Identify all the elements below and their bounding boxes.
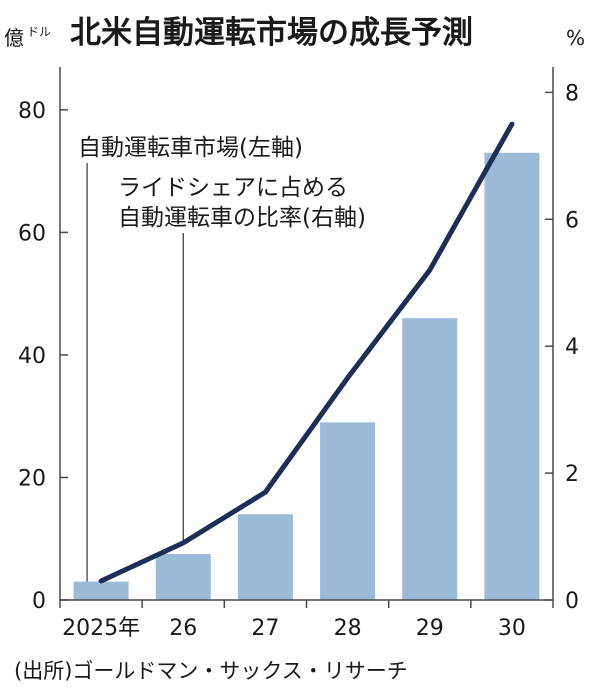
- right-tick-label-4: 8: [565, 81, 579, 106]
- x-tick-label-1: 26: [169, 616, 197, 641]
- right-axis-unit: %: [566, 26, 585, 50]
- right-tick-label-0: 0: [565, 589, 579, 614]
- x-tick-label-2: 27: [251, 616, 279, 641]
- x-tick-label-5: 30: [498, 616, 526, 641]
- annotation-1-line-0: ライドシェアに占める: [118, 175, 348, 201]
- source-note: (出所)ゴールドマン・サックス・リサーチ: [14, 659, 408, 683]
- line-series-path: [98, 121, 515, 584]
- bar-4: [402, 318, 458, 600]
- bar-1: [155, 554, 211, 600]
- x-tick-label-4: 29: [416, 616, 444, 641]
- left-axis-unit-sup: ドル: [27, 25, 51, 39]
- x-tick-label-0: 2025年: [62, 616, 140, 641]
- right-tick-label-2: 4: [565, 335, 579, 360]
- bar-5: [484, 152, 540, 600]
- right-tick-label-3: 6: [565, 208, 579, 233]
- bar-3: [320, 422, 376, 600]
- left-tick-label-3: 60: [18, 221, 46, 246]
- bar-2: [237, 514, 293, 600]
- left-tick-label-4: 80: [18, 99, 46, 124]
- left-tick-label-1: 20: [18, 466, 46, 491]
- left-tick-label-0: 0: [32, 589, 46, 614]
- annotation-1-line-1: 自動運転車の比率(右軸): [118, 205, 366, 231]
- left-tick-label-2: 40: [18, 344, 46, 369]
- bar-0: [73, 581, 129, 600]
- right-tick-label-1: 2: [565, 462, 579, 487]
- plot-area: 0 20 40 60 80 0 2 4 6 8 2025年 26 27 28 29 30 自動運転車市場(左軸)…: [18, 67, 579, 641]
- chart-title: 北米自動運転市場の成長予測: [70, 15, 473, 51]
- annotation-0-line-0: 自動運転車市場(左軸): [78, 135, 303, 161]
- x-tick-label-3: 28: [334, 616, 362, 641]
- left-axis-unit: 億: [4, 26, 24, 50]
